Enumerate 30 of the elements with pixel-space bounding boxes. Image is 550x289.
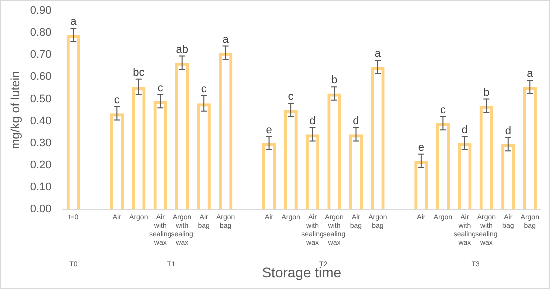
data-label: c xyxy=(114,94,120,107)
y-tick-label: 0.70 xyxy=(30,49,52,62)
y-axis-title: mg/kg of lutein xyxy=(8,71,23,150)
data-label: c xyxy=(201,83,208,96)
data-label: e xyxy=(418,142,425,154)
data-label: a xyxy=(527,68,534,80)
data-label: c xyxy=(288,91,294,104)
data-label: ab xyxy=(176,44,188,56)
y-tick-label: 0.50 xyxy=(30,93,52,106)
data-label: d xyxy=(505,125,512,138)
y-tick-label: 0.80 xyxy=(30,27,52,40)
data-label: d xyxy=(353,115,360,128)
data-label: a xyxy=(374,48,382,60)
data-label: d xyxy=(310,115,316,128)
y-tick-label: 0.20 xyxy=(30,160,52,172)
y-tick-label: 0.40 xyxy=(30,115,52,128)
data-label: b xyxy=(484,86,490,99)
y-tick-label: 0.10 xyxy=(30,182,52,194)
y-tick-label: 0.60 xyxy=(30,71,52,84)
data-label: bc xyxy=(133,66,146,79)
data-label: a xyxy=(70,16,78,28)
y-tick-label: 0.90 xyxy=(30,5,52,18)
data-label: e xyxy=(266,124,272,136)
y-tick-label: 0.30 xyxy=(30,137,52,150)
data-label: a xyxy=(222,34,230,46)
data-label: c xyxy=(440,104,446,116)
data-label: d xyxy=(462,124,468,136)
y-tick-label: 0.00 xyxy=(30,204,52,216)
data-label: c xyxy=(158,82,164,94)
data-label: b xyxy=(331,74,338,87)
